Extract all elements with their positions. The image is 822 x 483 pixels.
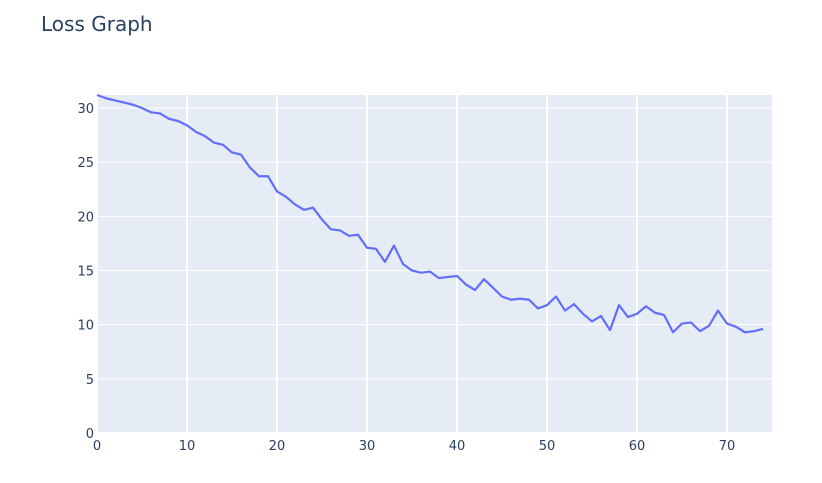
- x-tick-label: 50: [539, 439, 556, 454]
- y-tick-label: 30: [77, 102, 94, 117]
- x-tick-label: 30: [359, 439, 376, 454]
- y-tick-label: 15: [77, 265, 94, 280]
- y-tick-label: 5: [86, 373, 94, 388]
- x-tick-label: 0: [93, 439, 101, 454]
- x-tick-label: 40: [449, 439, 466, 454]
- x-tick-label: 60: [629, 439, 646, 454]
- x-tick-label: 70: [719, 439, 736, 454]
- series-layer: [96, 93, 764, 334]
- y-tick-label: 10: [77, 319, 94, 334]
- chart-title: Loss Graph: [41, 12, 153, 36]
- grid-lines: [96, 95, 772, 434]
- y-tick-label: 0: [86, 427, 94, 442]
- x-tick-label: 20: [269, 439, 286, 454]
- x-tick-label: 10: [179, 439, 196, 454]
- tick-labels: 0 10 20 30 40 50 60 70 0 5 10 15 20 25 30: [77, 102, 735, 454]
- y-tick-label: 20: [77, 210, 94, 225]
- plot-area: [97, 95, 772, 433]
- y-tick-label: 25: [77, 156, 94, 171]
